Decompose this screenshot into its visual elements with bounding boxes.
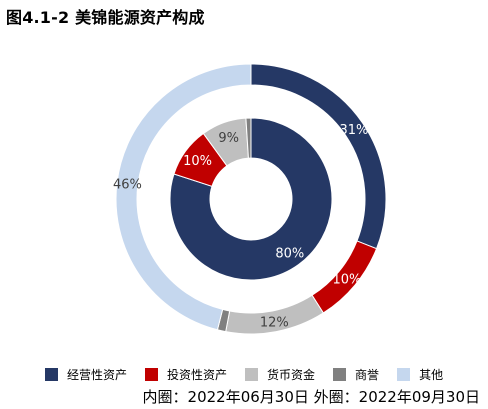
legend-item-1: 投资性资产	[145, 366, 227, 383]
legend-item-3: 商誉	[333, 366, 379, 383]
outer-slice-4	[115, 63, 252, 331]
outer-slice-label-1: 10%	[332, 272, 361, 287]
outer-slice-label-2: 12%	[260, 315, 289, 330]
legend-label-0: 经营性资产	[67, 368, 128, 382]
legend-item-0: 经营性资产	[45, 366, 127, 383]
inner-slice-label-2: 9%	[218, 131, 239, 146]
chart-legend: 经营性资产 投资性资产 货币资金 商誉 其他	[45, 366, 475, 383]
inner-slice-label-1: 10%	[183, 154, 212, 169]
legend-item-2: 货币资金	[245, 366, 315, 383]
chart-title: 图4.1-2 美锦能源资产构成	[6, 8, 205, 27]
legend-swatch-2	[245, 368, 259, 381]
inner-slice-3	[245, 117, 252, 159]
donut-chart: 80% 10% 9% 31% 10% 12% 46%	[113, 63, 387, 335]
outer-slice-label-4: 46%	[113, 177, 142, 192]
inner-slice-label-0: 80%	[275, 246, 304, 261]
legend-swatch-1	[145, 368, 159, 381]
legend-label-2: 货币资金	[267, 368, 316, 382]
legend-item-4: 其他	[397, 366, 443, 383]
legend-swatch-3	[333, 368, 347, 381]
legend-swatch-0	[45, 368, 58, 381]
chart-footnote: 内圈：2022年06月30日 外圈：2022年09月30日	[142, 388, 480, 406]
outer-slice-label-0: 31%	[340, 123, 369, 138]
legend-swatch-4	[397, 368, 411, 381]
legend-label-4: 其他	[419, 368, 444, 382]
legend-label-1: 投资性资产	[167, 368, 228, 382]
inner-slice-0	[169, 117, 333, 281]
legend-label-3: 商誉	[355, 368, 380, 382]
